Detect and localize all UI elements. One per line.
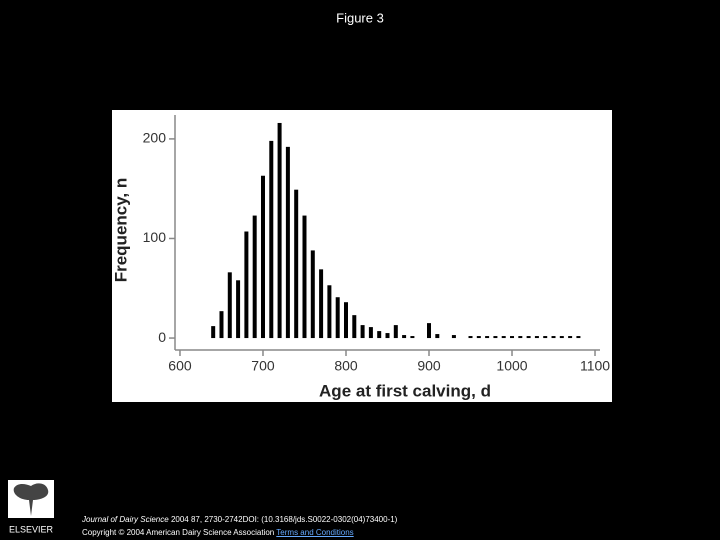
- bar: [385, 333, 390, 339]
- x-tick-label: 1100: [580, 358, 610, 374]
- bar: [227, 272, 232, 339]
- bar: [343, 302, 348, 339]
- citation: 2004 87, 2730-2742DOI: (10.3168/jds.S002…: [170, 515, 398, 524]
- bar: [236, 280, 241, 339]
- slide-title: Figure 3: [336, 10, 384, 25]
- bar: [327, 285, 332, 339]
- bar: [269, 140, 274, 339]
- bar: [526, 336, 531, 339]
- bar: [485, 336, 490, 339]
- x-tick-label: 900: [417, 358, 441, 374]
- bar: [518, 336, 523, 339]
- bar: [493, 336, 498, 339]
- bar: [476, 336, 481, 339]
- bar: [534, 336, 539, 339]
- bar: [260, 175, 265, 339]
- bar: [310, 250, 315, 339]
- bar: [501, 336, 506, 339]
- bar: [435, 334, 440, 339]
- bar: [410, 336, 415, 339]
- y-tick-label: 0: [158, 329, 166, 345]
- bar: [543, 336, 548, 339]
- x-tick-label: 600: [168, 358, 192, 374]
- bar: [352, 315, 357, 339]
- bar: [427, 323, 432, 339]
- bar: [551, 336, 556, 339]
- bar: [335, 297, 340, 339]
- footer-line: Journal of Dairy Science 2004 87, 2730-2…: [82, 515, 397, 524]
- bar: [244, 231, 249, 339]
- bar: [451, 335, 456, 339]
- bar: [285, 146, 290, 339]
- bar: [393, 325, 398, 339]
- bar: [252, 215, 257, 339]
- bar: [468, 336, 473, 339]
- x-tick-label: 1000: [496, 358, 527, 374]
- y-axis-title: Frequency, n: [111, 178, 130, 283]
- bar: [402, 335, 407, 339]
- bar: [576, 336, 581, 339]
- logo-tree: [8, 480, 54, 518]
- bar: [559, 336, 564, 339]
- x-tick-label: 800: [334, 358, 358, 374]
- bar: [377, 331, 382, 339]
- bar: [319, 269, 324, 339]
- bar: [219, 311, 224, 339]
- y-tick-label: 100: [143, 229, 167, 245]
- bar: [211, 326, 216, 339]
- bar: [277, 122, 282, 339]
- bar: [360, 325, 365, 339]
- bar: [302, 215, 307, 339]
- x-tick-label: 700: [251, 358, 275, 374]
- bar: [368, 327, 373, 339]
- bar: [568, 336, 573, 339]
- copyright: Copyright © 2004 American Dairy Science …: [82, 528, 275, 537]
- bar: [510, 336, 515, 339]
- figure-panel: [112, 110, 612, 402]
- journal: Journal of Dairy Science: [82, 515, 169, 524]
- footer-line: Copyright © 2004 American Dairy Science …: [82, 528, 354, 537]
- bar: [294, 189, 299, 339]
- logo-text: ELSEVIER: [9, 524, 54, 534]
- y-tick-label: 200: [143, 130, 167, 146]
- terms-link[interactable]: Terms and Conditions: [276, 528, 354, 537]
- x-axis-title: Age at first calving, d: [319, 381, 491, 400]
